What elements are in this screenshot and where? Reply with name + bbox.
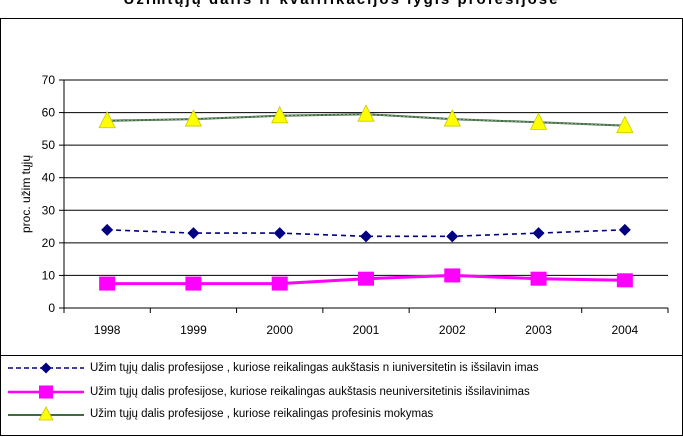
data-point-vocational: [271, 105, 289, 124]
data-point-college: [358, 271, 374, 286]
legend-entry-vocational: Užim tųjų dalis profesijose , kuriose re…: [6, 404, 433, 424]
chart-legend: Užim tųjų dalis profesijose , kuriose re…: [0, 355, 683, 437]
y-tick-label: 50: [42, 138, 56, 152]
x-tick-label: 1998: [94, 323, 121, 337]
legend-marker-university: [8, 362, 84, 374]
data-point-university: [187, 227, 200, 240]
data-point-college: [444, 268, 461, 283]
y-tick-label: 40: [42, 171, 56, 185]
data-point-vocational: [616, 115, 634, 133]
y-tick-label: 10: [42, 268, 56, 282]
x-tick-label: 2001: [353, 323, 380, 337]
data-point-university: [446, 230, 459, 243]
data-point-college: [616, 273, 633, 288]
data-point-vocational: [357, 104, 375, 122]
data-point-college: [271, 276, 288, 291]
legend-label-college: Užim tųjų dalis profesijose, kuriose rei…: [90, 386, 530, 398]
y-axis-label: proc. užim tųjų: [19, 155, 33, 233]
legend-entry-college: Užim tųjų dalis profesijose, kuriose rei…: [6, 382, 530, 402]
data-point-vocational: [184, 109, 203, 127]
data-point-university: [618, 223, 631, 236]
x-tick-label: 2004: [612, 323, 639, 337]
chart-plot: 0 10 20 30 40 50 60 70 1998 1999 2000 2001 2002 2003 2…: [19, 73, 669, 337]
y-tick-label: 60: [42, 106, 56, 120]
data-point-vocational: [98, 110, 116, 129]
data-point-vocational: [443, 109, 461, 127]
data-point-university: [101, 223, 114, 236]
legend-marker-college: [8, 385, 84, 399]
data-point-university: [360, 230, 372, 243]
data-point-college: [99, 276, 116, 291]
legend-entry-university: Užim tųjų dalis profesijose , kuriose re…: [6, 358, 539, 378]
data-point-college: [530, 271, 547, 286]
data-point-university: [273, 227, 286, 240]
data-point-vocational: [529, 112, 548, 130]
y-tick-label: 0: [48, 301, 55, 315]
x-tick-label: 1999: [180, 323, 207, 337]
x-tick-label: 2000: [266, 323, 293, 337]
y-tick-label: 70: [42, 73, 56, 87]
y-tick-label: 30: [42, 203, 56, 217]
legend-label-vocational: Užim tųjų dalis profesijose , kuriose re…: [90, 408, 434, 420]
x-tick-label: 2003: [525, 323, 552, 337]
legend-label-university: Užim tųjų dalis profesijose , kuriose re…: [90, 362, 539, 374]
data-point-college: [185, 276, 202, 291]
x-tick-label: 2002: [439, 323, 466, 337]
data-point-university: [532, 227, 545, 240]
y-tick-label: 20: [42, 236, 56, 250]
legend-marker-vocational: [8, 406, 84, 421]
